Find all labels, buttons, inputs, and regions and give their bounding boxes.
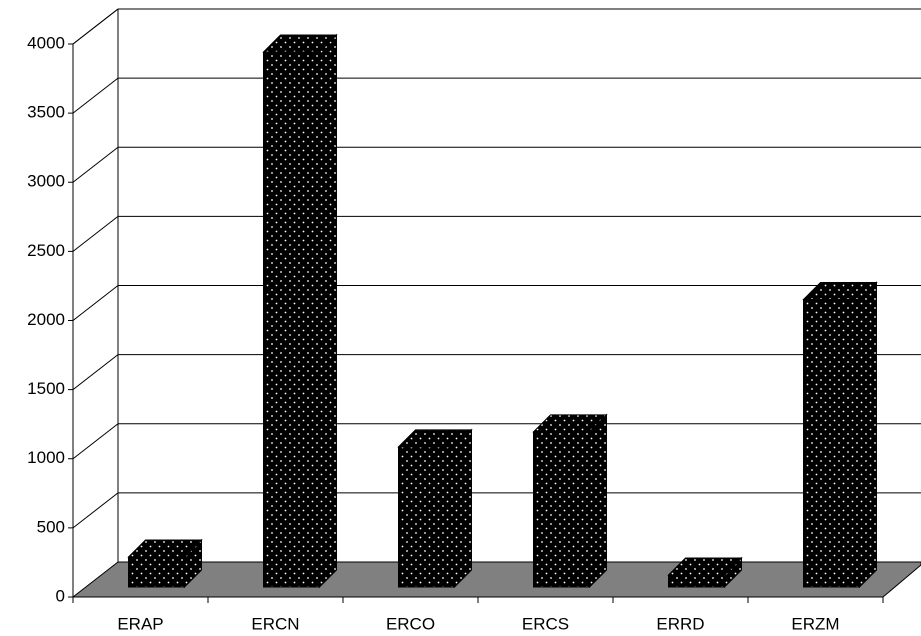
bar-top (127, 539, 203, 558)
y-tick-label: 3500 (27, 103, 65, 122)
bar-top (667, 557, 743, 576)
x-tick-label: ERCO (386, 614, 435, 633)
y-tick-label: 4000 (27, 33, 65, 52)
bar-front (128, 556, 185, 588)
bar-side (454, 428, 472, 589)
bar-side (859, 281, 877, 589)
bar (667, 556, 743, 589)
bar (127, 538, 203, 589)
bar-top (397, 429, 473, 448)
bar-front (533, 431, 590, 588)
bar-front (668, 574, 725, 588)
bar (262, 33, 338, 589)
bar-side (589, 413, 607, 589)
grid-line (72, 146, 119, 183)
x-tick-label: ERCS (522, 614, 569, 633)
bar-front (263, 51, 320, 588)
bar-top (532, 414, 608, 433)
bar-top (262, 34, 338, 53)
bar-top (802, 281, 878, 300)
x-tick-label: ERAP (117, 614, 163, 633)
bar (397, 428, 473, 589)
left-wall-top (72, 8, 119, 45)
y-tick-label: 3000 (27, 172, 65, 191)
y-tick-label: 1000 (27, 448, 65, 467)
grid-line (72, 77, 119, 114)
grid-line (72, 285, 119, 321)
x-tick-label: ERRD (656, 614, 704, 633)
x-tick-label: ERCN (251, 614, 299, 633)
bar-front (398, 446, 455, 588)
x-tick-label: ERZM (791, 614, 839, 633)
y-tick-label: 1500 (27, 379, 65, 398)
y-tick-label: 500 (37, 517, 65, 536)
bar (802, 281, 878, 589)
grid-line (72, 215, 119, 252)
bar (532, 413, 608, 589)
bar-side (319, 33, 337, 589)
grid-line (72, 354, 119, 391)
grid-line (72, 492, 119, 529)
y-tick-label: 0 (56, 586, 65, 605)
y-tick-label: 2000 (27, 310, 65, 329)
bar-front (803, 298, 860, 588)
grid-line (72, 423, 119, 460)
y-tick-label: 2500 (27, 241, 65, 260)
